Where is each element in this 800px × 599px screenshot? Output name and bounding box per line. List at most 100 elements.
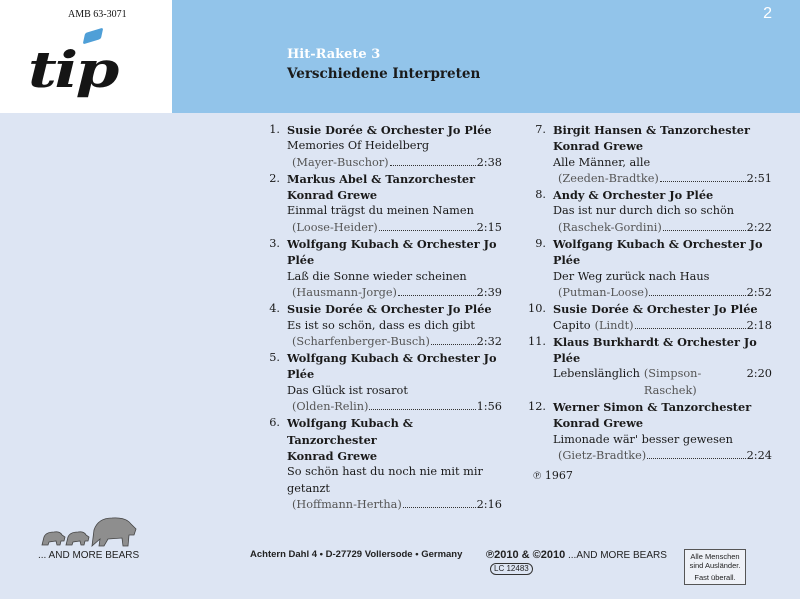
track-composer-row: (Loose-Heider) 2:15 bbox=[287, 220, 502, 236]
track-composer: (Raschek-Gordini) bbox=[558, 220, 662, 234]
track-composer: (Mayer-Buschor) bbox=[292, 155, 389, 169]
track-duration: 2:32 bbox=[476, 334, 502, 348]
track-artist: Birgit Hansen & Tanzorchester bbox=[553, 123, 750, 137]
album-subtitle: Verschiedene Interpreten bbox=[287, 66, 481, 82]
track-duration: 2:38 bbox=[476, 155, 502, 169]
track-number: 1. bbox=[269, 123, 280, 136]
dot-leader bbox=[659, 180, 746, 182]
track-artist: Werner Simon & Tanzorchester bbox=[553, 400, 752, 415]
track-title: So schön hast du noch nie mit mir getanz… bbox=[287, 465, 483, 495]
copyright-label: ...AND MORE BEARS bbox=[568, 550, 667, 561]
copyright-line: ℗2010 & ©2010 ...AND MORE BEARS LC 12483 bbox=[486, 549, 676, 575]
track-title: Memories Of Heidelberg bbox=[287, 139, 430, 153]
track-artist: Wolfgang Kubach & Orchester Jo Plée bbox=[287, 237, 497, 268]
track-title: Alle Männer, alle bbox=[553, 155, 651, 169]
track-composer-row: (Hoffmann-Hertha) 2:16 bbox=[287, 497, 502, 513]
track-number: 12. bbox=[528, 400, 546, 414]
track-composer-row: (Hausmann-Jorge) 2:39 bbox=[287, 285, 502, 301]
slogan-line: Fast überall. bbox=[694, 573, 736, 582]
track-duration: 2:52 bbox=[746, 285, 772, 299]
track-composer: (Loose-Heider) bbox=[292, 220, 378, 234]
track-composer: (Zeeden-Bradtke) bbox=[558, 171, 659, 185]
track-number: 6. bbox=[269, 416, 280, 430]
track-item: 6. Wolfgang Kubach & Tanzorchester Konrad … bbox=[262, 415, 502, 513]
track-composer-row: (Mayer-Buschor) 2:38 bbox=[287, 155, 502, 171]
track-number: 11. bbox=[528, 334, 546, 348]
dot-leader bbox=[634, 327, 746, 329]
track-item: 2. Markus Abel & Tanzorchester Konrad Gre… bbox=[262, 171, 502, 236]
track-title: Es ist so schön, dass es dich gibt bbox=[287, 318, 475, 332]
track-duration: 2:18 bbox=[746, 318, 772, 332]
track-item: 12. Werner Simon & Tanzorchester Konrad Gr… bbox=[528, 399, 772, 464]
slogan-box: Alle Menschen sind Ausländer. Fast übera… bbox=[684, 549, 746, 585]
track-artist: Konrad Grewe bbox=[553, 416, 644, 431]
dot-leader bbox=[378, 229, 476, 231]
address: Achtern Dahl 4 • D-27729 Vollersode • Ge… bbox=[250, 549, 463, 560]
album-title: Hit-Rakete 3 bbox=[287, 47, 381, 62]
track-composer-row: (Scharfenberger-Busch) 2:32 bbox=[287, 334, 502, 350]
track-item: 11. Klaus Burkhardt & Orchester Jo Plée Le… bbox=[528, 334, 772, 399]
track-artist: Wolfgang Kubach & Orchester Jo Plée bbox=[287, 351, 497, 382]
track-composer-row: (Raschek-Gordini) 2:22 bbox=[553, 220, 772, 236]
track-title-row: Lebenslänglich (Simpson-Raschek) 2:20 bbox=[553, 366, 772, 399]
phono-year: ℗ 1967 bbox=[533, 469, 573, 483]
track-title: Einmal trägst du meinen Namen bbox=[287, 204, 474, 218]
track-composer-row: (Olden-Relin) 1:56 bbox=[287, 399, 502, 415]
track-item: 10. Susie Dorée & Orchester Jo Plée Capito… bbox=[528, 301, 772, 334]
catalog-number: AMB 63-3071 bbox=[68, 9, 127, 20]
bears-logo-text: ... AND MORE BEARS bbox=[38, 550, 140, 561]
track-item: 3. Wolfgang Kubach & Orchester Jo Plée Laß… bbox=[262, 236, 502, 301]
track-artist: Konrad Grewe bbox=[553, 139, 644, 154]
track-artist: Markus Abel & Tanzorchester Konrad Grewe bbox=[287, 171, 476, 203]
dot-leader bbox=[369, 409, 476, 411]
track-item: 9. Wolfgang Kubach & Orchester Jo Plée Der… bbox=[528, 236, 772, 301]
track-item: 5. Wolfgang Kubach & Orchester Jo Plée Das… bbox=[262, 350, 502, 415]
track-duration: 2:24 bbox=[746, 448, 772, 462]
lc-mark: LC bbox=[494, 564, 505, 573]
track-composer: (Putman-Loose) bbox=[558, 285, 649, 299]
track-artist: Andy & Orchester Jo Plée bbox=[553, 188, 714, 203]
track-artist: Susie Dorée & Orchester Jo Plée bbox=[287, 302, 492, 317]
track-artist: Wolfgang Kubach & Tanzorchester bbox=[287, 416, 413, 447]
dot-leader bbox=[649, 294, 746, 296]
track-composer: (Gietz-Bradtke) bbox=[558, 448, 647, 462]
slogan-line: Alle Menschen bbox=[690, 552, 740, 561]
page-number: 2 bbox=[763, 5, 772, 22]
track-title-row: Capito (Lindt) 2:18 bbox=[553, 318, 772, 334]
dot-leader bbox=[662, 229, 746, 231]
track-number: 2. bbox=[269, 171, 280, 185]
track-duration: 2:39 bbox=[476, 285, 502, 299]
track-number: 8. bbox=[535, 188, 546, 202]
track-title: Laß die Sonne wieder scheinen bbox=[287, 269, 467, 283]
track-item: 4. Susie Dorée & Orchester Jo Plée Es ist … bbox=[262, 301, 502, 350]
dot-leader bbox=[430, 343, 476, 345]
track-duration: 1:56 bbox=[476, 400, 502, 414]
dot-leader bbox=[389, 164, 476, 166]
tip-logo: tip bbox=[28, 40, 119, 99]
track-composer: (Simpson-Raschek) bbox=[643, 367, 702, 397]
track-number: 9. bbox=[535, 237, 546, 251]
track-composer: (Hoffmann-Hertha) bbox=[292, 497, 402, 511]
label-code: LC 12483 bbox=[490, 563, 533, 575]
track-duration: 2:16 bbox=[476, 497, 502, 511]
track-composer-row: (Gietz-Bradtke) 2:24 bbox=[553, 448, 772, 464]
track-duration: 2:15 bbox=[476, 220, 502, 234]
track-title: Das Glück ist rosarot bbox=[287, 383, 408, 397]
track-number: 4. bbox=[269, 302, 280, 316]
dot-leader bbox=[402, 506, 476, 508]
slogan-line: sind Ausländer. bbox=[689, 561, 741, 570]
track-composer-row: (Zeeden-Bradtke) 2:51 bbox=[553, 171, 772, 187]
dot-leader bbox=[397, 294, 476, 296]
track-number: 10. bbox=[528, 302, 546, 316]
track-composer: (Scharfenberger-Busch) bbox=[292, 334, 430, 348]
tracklist-left: 1. Susie Dorée & Orchester Jo Plée Memorie… bbox=[262, 122, 502, 513]
track-title: Lebenslänglich bbox=[553, 367, 640, 381]
track-number: 3. bbox=[269, 237, 280, 251]
track-artist: Susie Dorée & Orchester Jo Plée bbox=[553, 302, 758, 317]
track-item: 1. Susie Dorée & Orchester Jo Plée Memorie… bbox=[262, 122, 502, 171]
copyright-text: ℗2010 & ©2010 bbox=[486, 549, 566, 561]
bears-logo-icon bbox=[41, 517, 137, 547]
track-duration: 2:51 bbox=[746, 171, 772, 185]
title-band: 2 Hit-Rakete 3 Verschiedene Interpreten bbox=[172, 0, 800, 113]
track-title: Capito bbox=[553, 318, 591, 332]
